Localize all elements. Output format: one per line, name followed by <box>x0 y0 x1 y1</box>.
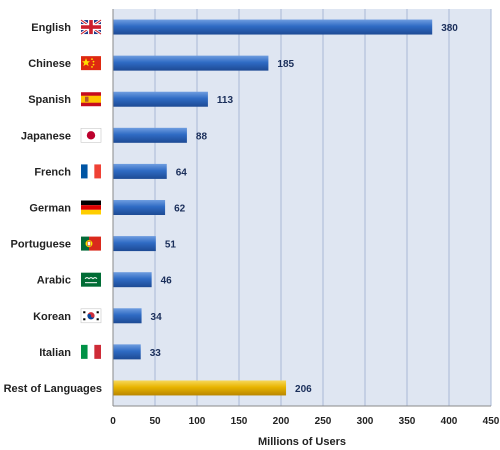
bar <box>113 200 166 215</box>
value-label: 51 <box>165 240 177 251</box>
bar <box>113 163 167 179</box>
value-label: 185 <box>277 59 294 70</box>
bar <box>113 127 187 143</box>
category-label: Spanish <box>28 94 71 106</box>
x-tick-label: 100 <box>189 416 206 427</box>
uk-flag-icon <box>80 18 102 36</box>
value-label: 62 <box>174 204 186 215</box>
plot-area <box>113 9 491 406</box>
x-tick-label: 450 <box>483 416 500 427</box>
category-label: Portuguese <box>10 239 71 251</box>
x-tick-label: 0 <box>110 416 116 427</box>
value-label: 113 <box>217 95 234 106</box>
value-label: 88 <box>196 131 208 142</box>
x-tick-label: 200 <box>273 416 290 427</box>
japan-flag-icon <box>80 128 102 143</box>
x-tick-label: 150 <box>231 416 248 427</box>
italy-flag-icon <box>81 344 101 359</box>
x-tick-label: 250 <box>315 416 332 427</box>
bar <box>113 91 208 107</box>
bar <box>113 272 152 288</box>
x-tick-label: 400 <box>441 416 458 427</box>
portugal-flag-icon <box>81 236 101 251</box>
flag-icons <box>80 18 102 359</box>
value-label: 34 <box>151 312 163 323</box>
category-label: Chinese <box>28 58 71 70</box>
x-tick-label: 300 <box>357 416 374 427</box>
value-label: 46 <box>161 276 173 287</box>
category-label: French <box>34 166 71 178</box>
spain-flag-icon <box>81 92 101 107</box>
bar <box>113 344 141 360</box>
category-label: Korean <box>33 311 71 323</box>
labels: 0 50 100 150 200 250 300 350 400 450 English 380 Chi… <box>4 22 500 427</box>
grid-lines <box>154 9 492 406</box>
bar <box>113 380 287 396</box>
category-label: Arabic <box>37 275 71 287</box>
value-label: 33 <box>150 348 162 359</box>
bar <box>113 308 142 324</box>
x-tick-label: 350 <box>399 416 416 427</box>
value-label: 64 <box>176 167 188 178</box>
bar <box>113 19 433 35</box>
bar <box>113 55 269 71</box>
china-flag-icon <box>81 56 101 71</box>
bar <box>113 236 156 252</box>
value-label: 206 <box>295 384 312 395</box>
category-label: German <box>29 203 71 215</box>
saudi-arabia-flag-icon <box>81 272 101 287</box>
category-label: English <box>31 22 71 34</box>
category-label: Japanese <box>21 130 71 142</box>
value-label: 380 <box>441 23 458 34</box>
france-flag-icon <box>81 164 101 179</box>
x-axis-title: Millions of Users <box>258 436 346 448</box>
x-tick-label: 50 <box>149 416 161 427</box>
south-korea-flag-icon <box>80 308 102 324</box>
bars <box>113 19 433 396</box>
category-label: Rest of Languages <box>4 383 102 395</box>
category-label: Italian <box>39 347 71 359</box>
germany-flag-icon <box>81 200 101 215</box>
